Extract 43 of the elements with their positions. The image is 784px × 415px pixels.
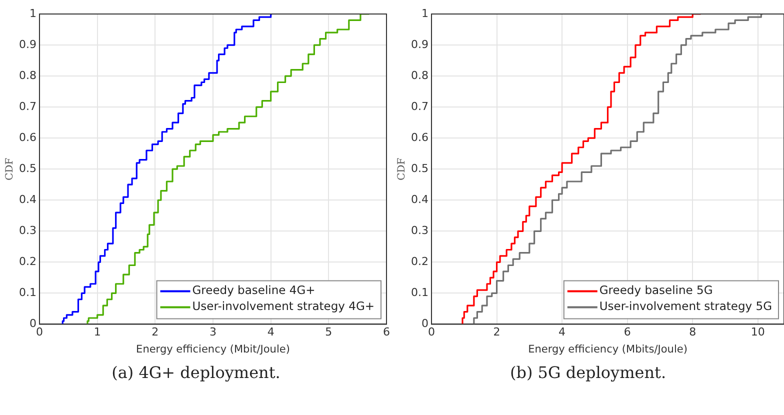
- x-axis-title: Energy efficiency (Mbit/Joule): [136, 343, 290, 356]
- y-tick-label: 0.4: [410, 192, 428, 206]
- y-tick-label: 0: [421, 317, 428, 330]
- y-tick-label: 0.5: [18, 162, 36, 175]
- x-tick-label: 2: [152, 326, 159, 339]
- y-tick-label: 0.8: [18, 68, 36, 82]
- y-tick-label: 0.9: [18, 38, 36, 51]
- x-tick-label: 3: [209, 326, 216, 339]
- x-tick-label: 6: [383, 326, 390, 339]
- x-tick-label: 6: [624, 326, 631, 339]
- legend-label: Greedy baseline 5G: [599, 283, 713, 298]
- x-tick-label: 8: [689, 326, 696, 339]
- y-tick-label: 0.1: [410, 286, 428, 300]
- y-tick-label: 1: [421, 6, 428, 20]
- x-tick-label: 10: [750, 326, 765, 339]
- x-tick-label: 1: [94, 326, 101, 339]
- y-tick-label: 0.2: [18, 255, 36, 268]
- y-tick-label: 1: [29, 6, 36, 20]
- y-tick-label: 0: [29, 317, 36, 330]
- y-tick-label: 0.5: [410, 162, 428, 175]
- y-axis-title: CDF: [4, 158, 16, 180]
- y-tick-label: 0.1: [18, 286, 36, 300]
- y-tick-label: 0.9: [410, 38, 428, 51]
- y-axis-title: CDF: [396, 158, 408, 180]
- y-tick-label: 0.4: [18, 192, 36, 206]
- y-tick-label: 0.3: [18, 224, 36, 237]
- y-tick-label: 0.7: [18, 100, 36, 113]
- x-tick-label: 4: [267, 326, 274, 339]
- y-tick-label: 0.6: [410, 130, 428, 144]
- x-tick-label: 2: [493, 326, 500, 339]
- y-tick-label: 0.7: [410, 100, 428, 113]
- y-tick-label: 0.8: [410, 68, 428, 82]
- text: (b) 5G deployment.: [508, 363, 668, 382]
- y-tick-label: 0.6: [18, 130, 36, 144]
- x-axis-title: Energy efficiency (Mbits/Joule): [528, 343, 688, 356]
- legend-label: User-involvement strategy 4G+: [192, 299, 375, 314]
- legend-label: Greedy baseline 4G+: [192, 283, 316, 298]
- y-tick-label: 0.2: [410, 255, 428, 268]
- legend-label: User-involvement strategy 5G: [599, 299, 772, 314]
- x-tick-label: 5: [325, 326, 332, 339]
- text: (a) 4G+ deployment.: [110, 363, 282, 382]
- x-tick-label: 4: [558, 326, 566, 339]
- y-tick-label: 0.3: [410, 224, 428, 237]
